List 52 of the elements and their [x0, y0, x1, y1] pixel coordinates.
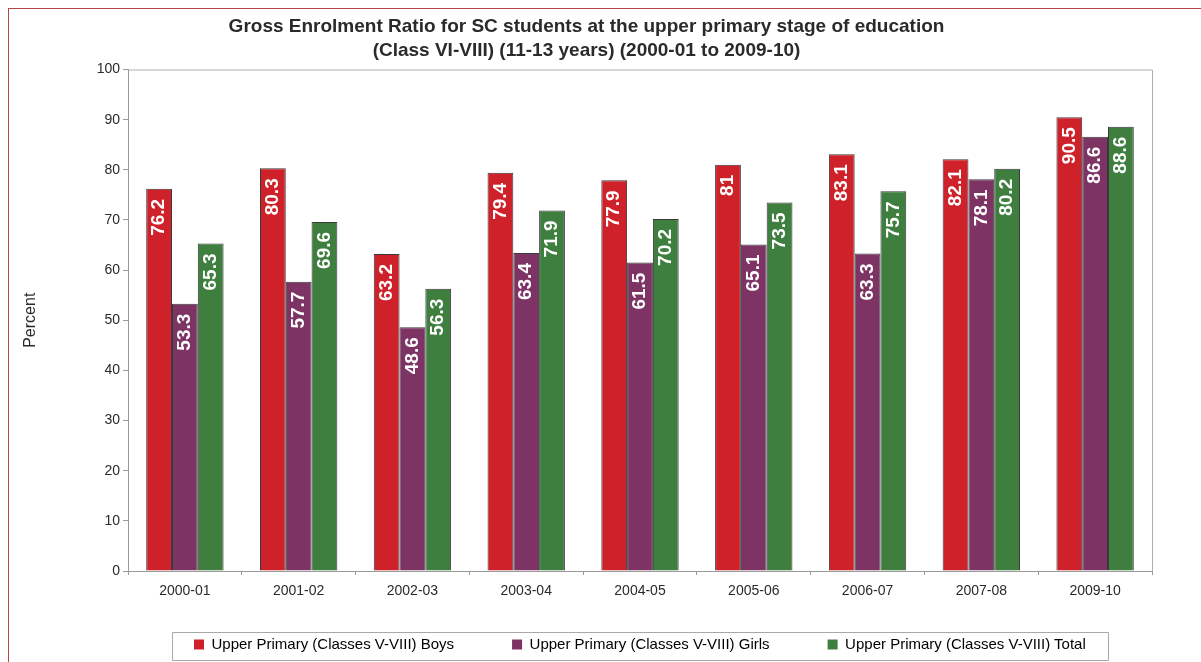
data-label: 86.6 — [1083, 146, 1105, 184]
x-tick-label: 2001-02 — [272, 582, 325, 599]
data-label: 57.7 — [286, 291, 308, 329]
data-label: 83.1 — [830, 163, 851, 202]
legend-label: Upper Primary (Classes V-VIII) Total — [845, 634, 1086, 652]
data-label: 77.9 — [602, 190, 624, 228]
y-axis-title: Percent — [21, 292, 39, 348]
y-tick-label: 50 — [104, 311, 121, 328]
y-tick-label: 0 — [112, 561, 121, 578]
x-tick-label: 2005-06 — [728, 582, 780, 599]
data-label: 48.6 — [400, 337, 422, 375]
x-tick-label: 2002-03 — [386, 582, 439, 599]
y-tick-label: 100 — [96, 60, 121, 77]
y-tick-label: 90 — [104, 110, 121, 127]
data-label: 71.9 — [540, 220, 562, 258]
data-label: 78.1 — [969, 188, 991, 227]
y-tick-label: 60 — [104, 260, 121, 277]
data-label: 63.2 — [374, 264, 396, 302]
data-label: 61.5 — [628, 272, 650, 310]
data-label: 90.5 — [1057, 126, 1079, 165]
data-label: 65.3 — [198, 253, 220, 291]
x-tick-label: 2003-04 — [500, 582, 553, 599]
data-label: 73.5 — [767, 211, 789, 250]
data-label: 65.1 — [742, 254, 764, 292]
data-label: 63.3 — [855, 263, 877, 301]
data-label: 70.2 — [654, 228, 676, 266]
x-tick-label: 2006-07 — [841, 582, 894, 599]
y-tick-label: 40 — [104, 361, 121, 378]
x-tick-label: 2000-01 — [159, 582, 211, 599]
data-label: 80.3 — [261, 178, 283, 216]
data-label: 56.3 — [426, 298, 448, 336]
data-label: 69.6 — [312, 231, 334, 269]
y-tick-label: 20 — [104, 461, 121, 478]
x-tick-label: 2007-08 — [955, 582, 1008, 599]
x-tick-label: 2004-05 — [614, 582, 666, 599]
legend-label: Upper Primary (Classes V-VIII) Girls — [529, 634, 820, 652]
y-tick-label: 70 — [104, 210, 121, 227]
data-label: 76.2 — [147, 198, 169, 236]
y-tick-label: 30 — [104, 411, 121, 428]
data-label: 53.3 — [173, 313, 195, 351]
data-label: 79.4 — [488, 182, 510, 220]
y-tick-label: 80 — [104, 160, 121, 177]
y-tick-label: 10 — [104, 511, 121, 528]
data-label: 63.4 — [514, 262, 536, 301]
data-label: 81 — [716, 174, 738, 196]
data-label: 82.1 — [943, 168, 965, 207]
data-label: 75.7 — [881, 201, 903, 239]
chart-title: Gross Enrolment Ratio for SC students at the upper primary stage of education (Class VI-VIII) (11-13 years) (2000-01 to 2009-10) — [228, 15, 945, 60]
data-label: 88.6 — [1109, 136, 1131, 174]
legend-label: Upper Primary (Classes V-VIII) Boys — [211, 634, 505, 652]
data-label: 80.2 — [995, 178, 1017, 216]
x-tick-label: 2009-10 — [1069, 582, 1122, 599]
